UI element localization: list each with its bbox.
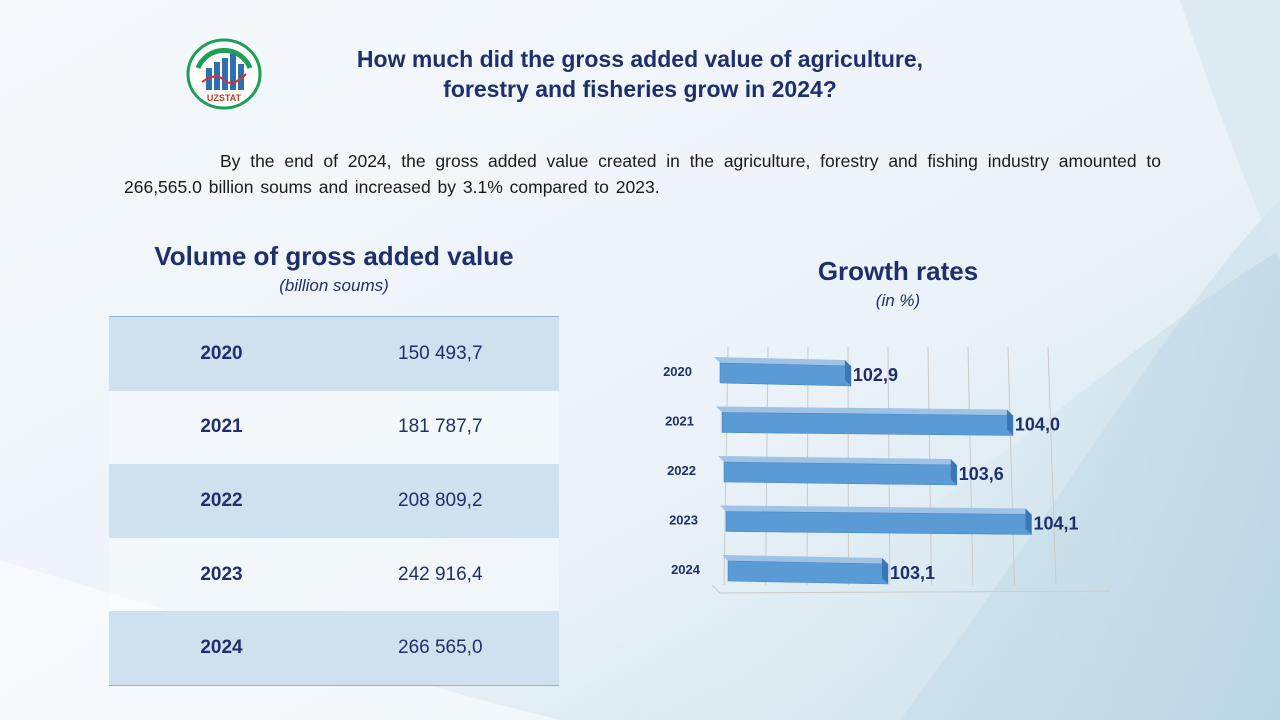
- tick-label: 2023: [669, 513, 698, 528]
- floor-edge: [711, 584, 721, 594]
- floor-edge: [719, 590, 1111, 594]
- volume-title: Volume of gross added value: [154, 241, 514, 271]
- value-cell: 208 809,2: [398, 489, 483, 511]
- table-row: 2022 208 809,2: [109, 464, 559, 538]
- table-row: 2020 150 493,7: [109, 317, 559, 391]
- uzstat-logo: UZSTAT: [186, 38, 262, 110]
- bar-top: [716, 406, 1013, 416]
- data-label: 103,1: [890, 563, 935, 583]
- year-cell: 2020: [200, 342, 243, 364]
- volume-subtitle: (billion soums): [279, 276, 389, 295]
- year-cell: 2022: [200, 489, 243, 511]
- bar-side: [844, 360, 851, 386]
- year-cell: 2023: [200, 563, 243, 585]
- data-label: 104,1: [1033, 514, 1078, 534]
- data-label: 103,6: [959, 464, 1004, 484]
- bar-side: [1006, 409, 1013, 436]
- title-line-2: forestry and fisheries grow in 2024?: [443, 76, 837, 102]
- value-cell: 150 493,7: [398, 342, 483, 364]
- tick-label: 2020: [663, 364, 692, 379]
- bar-side: [882, 558, 888, 584]
- year-cell: 2021: [200, 416, 243, 438]
- bar-top: [722, 555, 888, 564]
- bar-side: [1025, 508, 1032, 535]
- bar: [719, 362, 852, 387]
- table-row: 2021 181 787,7: [109, 390, 559, 465]
- bar: [721, 412, 1014, 436]
- data-label: 104,0: [1015, 415, 1060, 435]
- intro-paragraph: By the end of 2024, the gross added valu…: [124, 151, 1161, 197]
- value-cell: 266 565,0: [398, 637, 483, 659]
- data-label: 102,9: [853, 365, 898, 385]
- bar-top: [720, 505, 1032, 515]
- value-cell: 181 787,7: [398, 416, 483, 438]
- grid-line: [967, 346, 974, 586]
- bar: [725, 511, 1032, 535]
- bar: [727, 560, 889, 585]
- tick-label: 2022: [667, 463, 696, 478]
- logo-text: UZSTAT: [207, 93, 242, 103]
- bar-side: [950, 459, 957, 485]
- grid-line: [1047, 346, 1057, 586]
- bar-top: [718, 456, 957, 465]
- value-cell: 242 916,4: [398, 563, 483, 585]
- tick-label: 2021: [665, 414, 694, 429]
- tick-label: 2024: [671, 562, 701, 577]
- table-row: 2023 242 916,4: [109, 537, 559, 612]
- year-cell: 2024: [200, 637, 243, 659]
- bar: [723, 461, 958, 486]
- volume-table: 2020 150 493,7 2021 181 787,7 2022 208 8…: [109, 316, 559, 686]
- title-line-1: How much did the gross added value of ag…: [356, 46, 924, 72]
- table-row: 2024 266 565,0: [109, 611, 559, 685]
- bar-top: [714, 357, 851, 366]
- grid-line: [1007, 346, 1015, 586]
- page-title: How much did the gross added value of ag…: [270, 44, 1010, 104]
- growth-rate-chart: 2020 102,9 2021 104,0 2022 103,6 2023 104,1 2024…: [663, 346, 1111, 594]
- chart-subtitle: (in %): [875, 291, 921, 310]
- chart-title: Growth rates: [817, 256, 979, 286]
